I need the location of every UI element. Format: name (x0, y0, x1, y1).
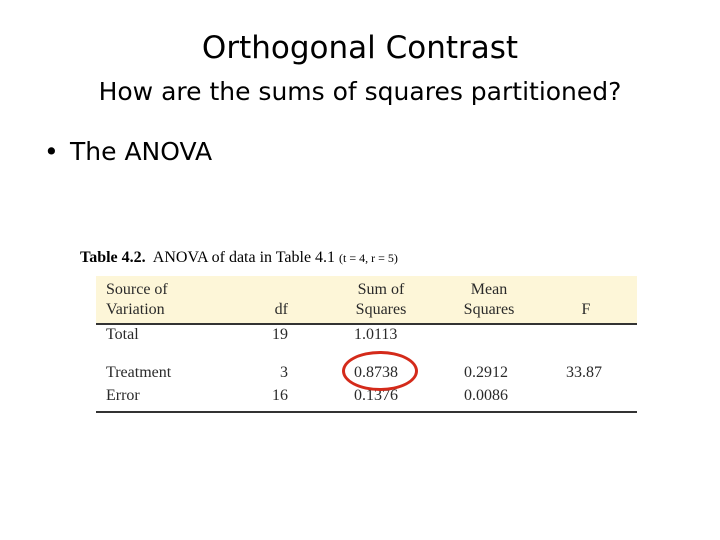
header-f: F (581, 301, 591, 318)
header-source-line1: Source of (106, 281, 168, 298)
row-treatment-ms: 0.2912 (464, 364, 508, 381)
bullet-item: • The ANOVA (44, 134, 212, 170)
header-ss-line1: Sum of (357, 281, 405, 298)
header-ms-line2: Squares (463, 301, 515, 318)
table-bottom-rule (96, 411, 637, 413)
header-ss-line2: Squares (355, 301, 407, 318)
row-treatment-f: 33.87 (566, 364, 602, 381)
bullet-text: The ANOVA (70, 137, 213, 166)
row-error-ss: 0.1376 (354, 387, 398, 404)
header-ms-line1: Mean (470, 281, 508, 298)
slide-title: Orthogonal Contrast (201, 30, 519, 66)
table-caption-text: ANOVA of data in Table 4.1 (152, 249, 336, 266)
slide-subtitle: How are the sums of squares partitioned? (98, 77, 622, 106)
table-caption: Table 4.2. ANOVA of data in Table 4.1 (t… (80, 248, 398, 268)
table-caption-label: Table 4.2. (80, 249, 146, 266)
row-total-df: 19 (272, 326, 288, 343)
row-treatment-source: Treatment (106, 364, 172, 381)
row-total-source: Total (106, 326, 139, 343)
anova-table: Source of Variation df Sum of Squares Me… (96, 276, 637, 413)
header-df: df (274, 301, 288, 318)
row-total-ss: 1.0113 (354, 326, 398, 343)
row-error-df: 16 (272, 387, 288, 404)
table-header-background (96, 276, 637, 323)
table-caption-params: (t = 4, r = 5) (339, 251, 398, 265)
row-error-ms: 0.0086 (464, 387, 508, 404)
row-error-source: Error (106, 387, 140, 404)
header-source-line2: Variation (106, 301, 165, 318)
highlight-circle (342, 351, 418, 391)
table-header-rule (96, 323, 637, 325)
row-treatment-df: 3 (280, 364, 288, 381)
bullet-marker: • (44, 137, 59, 166)
